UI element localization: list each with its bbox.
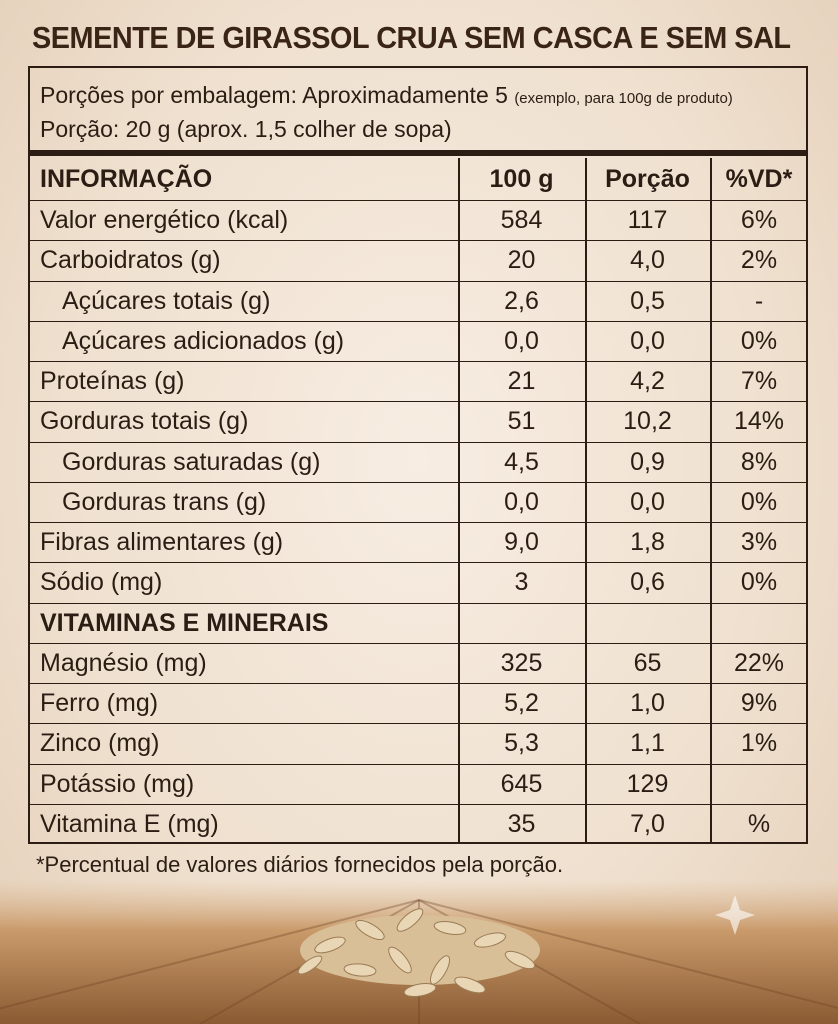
divider (28, 150, 808, 156)
cell-value: 4,2 (630, 367, 665, 396)
row-line (28, 200, 808, 201)
row-line (28, 441, 808, 443)
row-label: VITAMINAS E MINERAIS (40, 608, 329, 637)
cell-value: 3 (514, 568, 529, 597)
cell-value: 0,0 (504, 326, 539, 355)
row-line (28, 803, 808, 805)
cell-value: 0,0 (630, 326, 665, 355)
cell-value: 584 (500, 206, 543, 235)
row-label: Vitamina E (mg) (40, 809, 219, 838)
cell-value: 4,5 (504, 447, 539, 476)
cell-value: 0% (740, 326, 778, 355)
cell-value: 21 (507, 367, 536, 396)
cell-value: 65 (633, 648, 662, 677)
cell-value: 0,0 (504, 487, 539, 516)
cell-value: 35 (507, 809, 536, 838)
cell-value: 645 (500, 769, 543, 798)
column-line (710, 158, 712, 844)
row-label: Fibras alimentares (g) (40, 528, 284, 557)
servings-per-package: Porções por embalagem: Aproximadamente 5 (40, 82, 508, 108)
row-line (28, 763, 808, 765)
cell-value: 5,2 (504, 689, 539, 718)
cell-value: 129 (626, 769, 669, 798)
cell-value: 1,8 (630, 528, 665, 557)
row-label: Sódio (mg) (40, 568, 163, 597)
row-line (28, 401, 808, 403)
cell-value: % (747, 809, 771, 838)
row-label: Magnésio (mg) (40, 648, 207, 677)
cell-value: 10,2 (623, 407, 672, 436)
cell-value: 325 (500, 648, 543, 677)
row-label: Proteínas (g) (40, 367, 185, 396)
cell-value: 100 g (489, 165, 554, 193)
column-line (458, 158, 460, 844)
cell-value: 0% (740, 487, 778, 516)
cell-value: - (754, 286, 764, 315)
cell-value: 9% (740, 689, 778, 718)
row-label: Potássio (mg) (40, 769, 195, 798)
row-label: Valor energético (kcal) (40, 206, 289, 235)
row-line (28, 602, 808, 604)
row-line (28, 723, 808, 725)
footnote: *Percentual de valores diários fornecido… (36, 852, 564, 877)
cell-value: 0% (740, 568, 778, 597)
row-line (28, 240, 808, 242)
row-line (28, 562, 808, 564)
cell-value: 1,1 (630, 729, 665, 758)
cell-value: 14% (733, 407, 785, 436)
cell-value: 0,0 (630, 487, 665, 516)
cell-value: 5,3 (504, 729, 539, 758)
row-label: Gorduras trans (g) (62, 487, 267, 516)
cell-value: 8% (740, 447, 778, 476)
row-label: Gorduras totais (g) (40, 407, 249, 436)
row-label: INFORMAÇÃO (40, 165, 213, 193)
cell-value: 1,0 (630, 689, 665, 718)
cell-value: 9,0 (504, 528, 539, 557)
cell-value: 1% (740, 729, 778, 758)
row-label: Gorduras saturadas (g) (62, 447, 321, 476)
cell-value: 51 (507, 407, 536, 436)
row-line (28, 481, 808, 483)
cell-value: 0,9 (630, 447, 665, 476)
portion: Porção: 20 g (aprox. 1,5 colher de sopa) (40, 116, 452, 142)
cell-value: 2,6 (504, 286, 539, 315)
cell-value: 2% (740, 246, 778, 275)
cell-value: 7% (740, 367, 778, 396)
cell-value: 20 (507, 246, 536, 275)
cell-value: Porção (605, 165, 690, 193)
column-line (585, 158, 587, 844)
cell-value: 117 (627, 206, 668, 235)
row-line (28, 320, 808, 322)
cell-value: %VD* (725, 165, 793, 193)
serving-note: (exemplo, para 100g de produto) (514, 90, 733, 107)
cell-value: 0,5 (630, 286, 665, 315)
cell-value: 22% (733, 648, 785, 677)
cell-value: 7,0 (630, 809, 665, 838)
row-label: Ferro (mg) (40, 689, 159, 718)
serving-info: Porções por embalagem: Aproximadamente 5… (40, 80, 733, 144)
row-line (28, 683, 808, 684)
row-line (28, 522, 808, 523)
row-label: Açúcares totais (g) (62, 286, 271, 315)
table-frame (28, 66, 808, 844)
row-label: Zinco (mg) (40, 729, 160, 758)
row-label: Carboidratos (g) (40, 246, 221, 275)
title: SEMENTE DE GIRASSOL CRUA SEM CASCA E SEM… (32, 20, 791, 55)
cell-value: 6% (740, 206, 778, 235)
cell-value: 0,6 (630, 568, 665, 597)
cell-value: 4,0 (630, 246, 665, 275)
row-line (28, 280, 808, 282)
row-line (28, 361, 808, 362)
cell-value: 3% (740, 528, 778, 557)
row-line (28, 642, 808, 644)
row-label: Açúcares adicionados (g) (62, 326, 345, 355)
